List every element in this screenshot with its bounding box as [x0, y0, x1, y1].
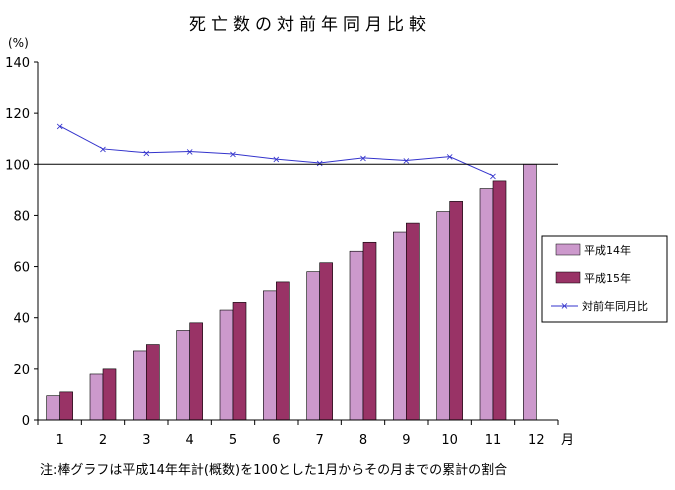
bar-h15-month-8: [362, 241, 377, 421]
bars: [46, 163, 537, 421]
ratio-point: ×: [229, 150, 237, 161]
x-tick-label: 5: [229, 433, 237, 448]
ratio-point: ×: [272, 155, 280, 166]
bar-h14-month-9: [393, 231, 407, 421]
x-tick-label: 6: [272, 433, 280, 448]
bar-h15-month-7: [319, 262, 333, 421]
legend-swatch-h14: [555, 243, 581, 256]
x-tick-label: 11: [485, 433, 502, 448]
ratio-point: ×: [359, 153, 367, 164]
x-tick-label: 7: [316, 433, 324, 448]
ratio-point: ×: [185, 147, 193, 158]
ratio-line: [59, 125, 494, 177]
chart-note: 注:棒グラフは平成14年年計(概数)を100とした1月からその月までの累計の割合: [40, 462, 507, 478]
x-tick-label: 8: [359, 433, 367, 448]
ratio-point: ×: [99, 144, 107, 155]
x-tick-label: 10: [441, 433, 458, 448]
bar-h15-month-4: [189, 322, 203, 421]
ratio-point: ×: [402, 156, 410, 167]
bar-h15-month-11: [492, 180, 507, 421]
bar-h14-month-6: [263, 290, 277, 421]
x-axis-label: 月: [561, 433, 574, 448]
x-tick-label: 3: [142, 433, 150, 448]
ratio-point: ×: [55, 121, 63, 132]
y-tick-label: 120: [5, 107, 30, 122]
ratio-point: ×: [445, 152, 453, 163]
x-tick-label: 1: [56, 433, 64, 448]
chart-title: 死亡数の対前年同月比較: [189, 15, 431, 35]
y-tick-label: 40: [13, 312, 30, 327]
x-tick-label: 12: [528, 433, 545, 448]
legend-swatch-h15: [555, 271, 581, 284]
bar-h14-month-11: [479, 188, 494, 421]
bar-h14-month-1: [46, 395, 60, 421]
bar-h15-month-2: [102, 368, 117, 421]
bar-h15-month-1: [59, 391, 73, 421]
y-tick-label: 80: [13, 209, 30, 224]
bar-h14-month-5: [219, 309, 234, 421]
ratio-point: ×: [489, 171, 497, 182]
legend-label-h14: 平成14年: [584, 243, 631, 257]
bar-h15-month-6: [276, 281, 290, 421]
bar-h14-month-12: [523, 163, 537, 421]
bar-h15-month-10: [449, 201, 463, 421]
y-tick-label: 100: [5, 158, 30, 173]
bar-h14-month-4: [176, 330, 190, 421]
bar-h15-month-9: [406, 222, 420, 421]
legend: 平成14年 平成15年 × 対前年同月比: [541, 235, 668, 323]
bar-h14-month-2: [89, 373, 104, 421]
y-ticks: 0 20 40 60 80 100 120 140: [5, 56, 38, 429]
legend-label-h15: 平成15年: [584, 271, 631, 285]
y-tick-label: 140: [5, 56, 30, 71]
legend-label-ratio: 対前年同月比: [582, 299, 648, 313]
y-tick-label: 20: [13, 363, 30, 378]
ratio-line-series: ×× × × × × × × × ××: [55, 121, 497, 182]
x-tick-label: 9: [402, 433, 410, 448]
bar-h14-month-3: [133, 350, 147, 421]
x-ticks: 1 2 3 4 5 6 7 8 9 10 11 12: [37, 420, 559, 448]
y-axis-label: (%): [8, 36, 29, 50]
legend-swatch-ratio-marker: ×: [560, 301, 568, 312]
x-tick-label: 2: [99, 433, 107, 448]
bar-h15-month-5: [232, 302, 247, 421]
bar-h14-month-10: [436, 211, 450, 421]
bar-h15-month-3: [146, 344, 160, 421]
y-tick-label: 0: [22, 414, 30, 429]
bar-h14-month-7: [306, 271, 320, 421]
x-tick-label: 4: [186, 433, 194, 448]
y-tick-label: 60: [13, 261, 30, 276]
ratio-point: ×: [142, 148, 150, 159]
bar-h14-month-8: [349, 250, 364, 421]
